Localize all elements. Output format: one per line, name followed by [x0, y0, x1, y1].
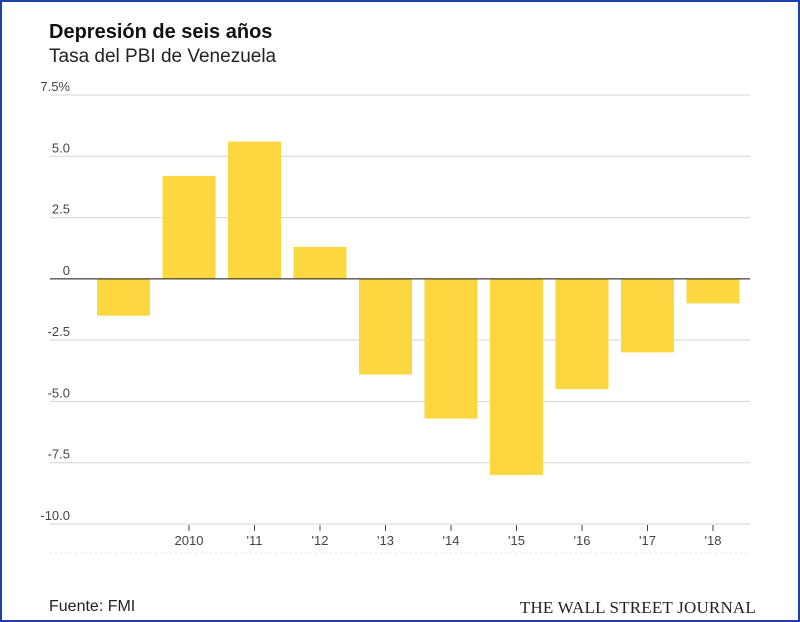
bar: [293, 246, 347, 279]
x-tick-label: '15: [508, 533, 525, 548]
bar: [621, 278, 674, 353]
y-tick-label: -10.0: [40, 508, 70, 523]
y-tick-label: -5.0: [48, 385, 70, 400]
bar: [97, 278, 150, 316]
chart-title: Depresión de seis años: [49, 21, 273, 43]
x-tick-label: '16: [574, 533, 591, 548]
bar: [555, 278, 609, 390]
source-note: Fuente: FMI: [49, 598, 136, 615]
x-tick-label: 2010: [175, 533, 204, 548]
x-axis: 2010 '11 '12 '13 '14 '15 '16 '17 '18: [50, 525, 750, 554]
y-tick-label: 2.5: [52, 202, 70, 217]
chart-subtitle: Tasa del PBI de Venezuela: [49, 46, 277, 67]
bar: [424, 278, 478, 419]
y-axis-labels: 7.5% 5.0 2.5 0 -2.5 -5.0 -7.5 -10.0: [40, 79, 70, 523]
x-tick-label: '18: [705, 533, 722, 548]
x-tick-label: '13: [377, 533, 394, 548]
bar: [228, 141, 281, 279]
x-tick-label: '17: [639, 533, 656, 548]
bar: [359, 278, 412, 375]
x-tick-label: '14: [443, 533, 460, 548]
x-tick-label: '12: [312, 533, 329, 548]
y-tick-label: 7.5%: [40, 79, 70, 94]
y-tick-label: -2.5: [48, 324, 70, 339]
y-tick-label: 5.0: [52, 140, 70, 155]
bar-chart: 7.5% 5.0 2.5 0 -2.5 -5.0 -7.5 -10.0 2010 '11 '12 '…: [40, 79, 750, 554]
bars: [97, 141, 740, 475]
x-tick-label: '11: [247, 533, 263, 548]
y-tick-label: 0: [63, 263, 70, 278]
publisher-logo: THE WALL STREET JOURNAL: [519, 598, 756, 617]
bar: [490, 278, 543, 475]
bar: [686, 278, 740, 304]
bar: [162, 175, 216, 279]
y-tick-label: -7.5: [48, 447, 70, 462]
